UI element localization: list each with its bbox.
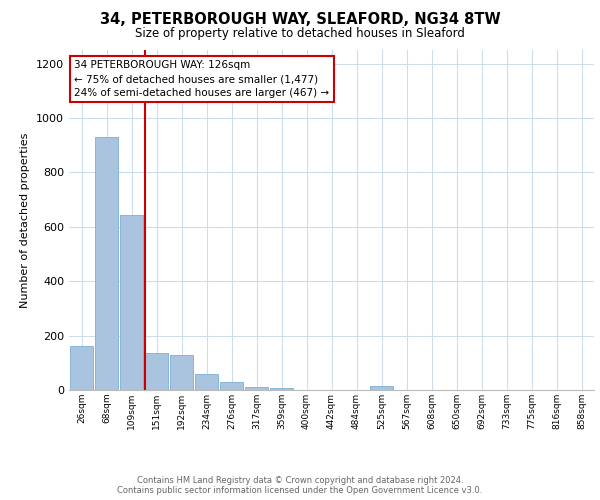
Bar bbox=[220, 382, 243, 390]
Bar bbox=[245, 388, 268, 390]
Text: Contains HM Land Registry data © Crown copyright and database right 2024.: Contains HM Land Registry data © Crown c… bbox=[137, 476, 463, 485]
Text: 34, PETERBOROUGH WAY, SLEAFORD, NG34 8TW: 34, PETERBOROUGH WAY, SLEAFORD, NG34 8TW bbox=[100, 12, 500, 28]
Bar bbox=[370, 386, 393, 390]
Text: Contains public sector information licensed under the Open Government Licence v3: Contains public sector information licen… bbox=[118, 486, 482, 495]
Text: 34 PETERBOROUGH WAY: 126sqm
← 75% of detached houses are smaller (1,477)
24% of : 34 PETERBOROUGH WAY: 126sqm ← 75% of det… bbox=[74, 60, 329, 98]
Bar bbox=[120, 214, 143, 390]
Text: Size of property relative to detached houses in Sleaford: Size of property relative to detached ho… bbox=[135, 28, 465, 40]
Y-axis label: Number of detached properties: Number of detached properties bbox=[20, 132, 31, 308]
Bar bbox=[145, 354, 168, 390]
Bar bbox=[70, 346, 93, 390]
Bar bbox=[170, 354, 193, 390]
Bar bbox=[195, 374, 218, 390]
Bar bbox=[270, 388, 293, 390]
Bar bbox=[95, 137, 118, 390]
